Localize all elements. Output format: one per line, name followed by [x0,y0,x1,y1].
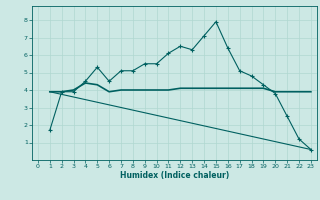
X-axis label: Humidex (Indice chaleur): Humidex (Indice chaleur) [120,171,229,180]
